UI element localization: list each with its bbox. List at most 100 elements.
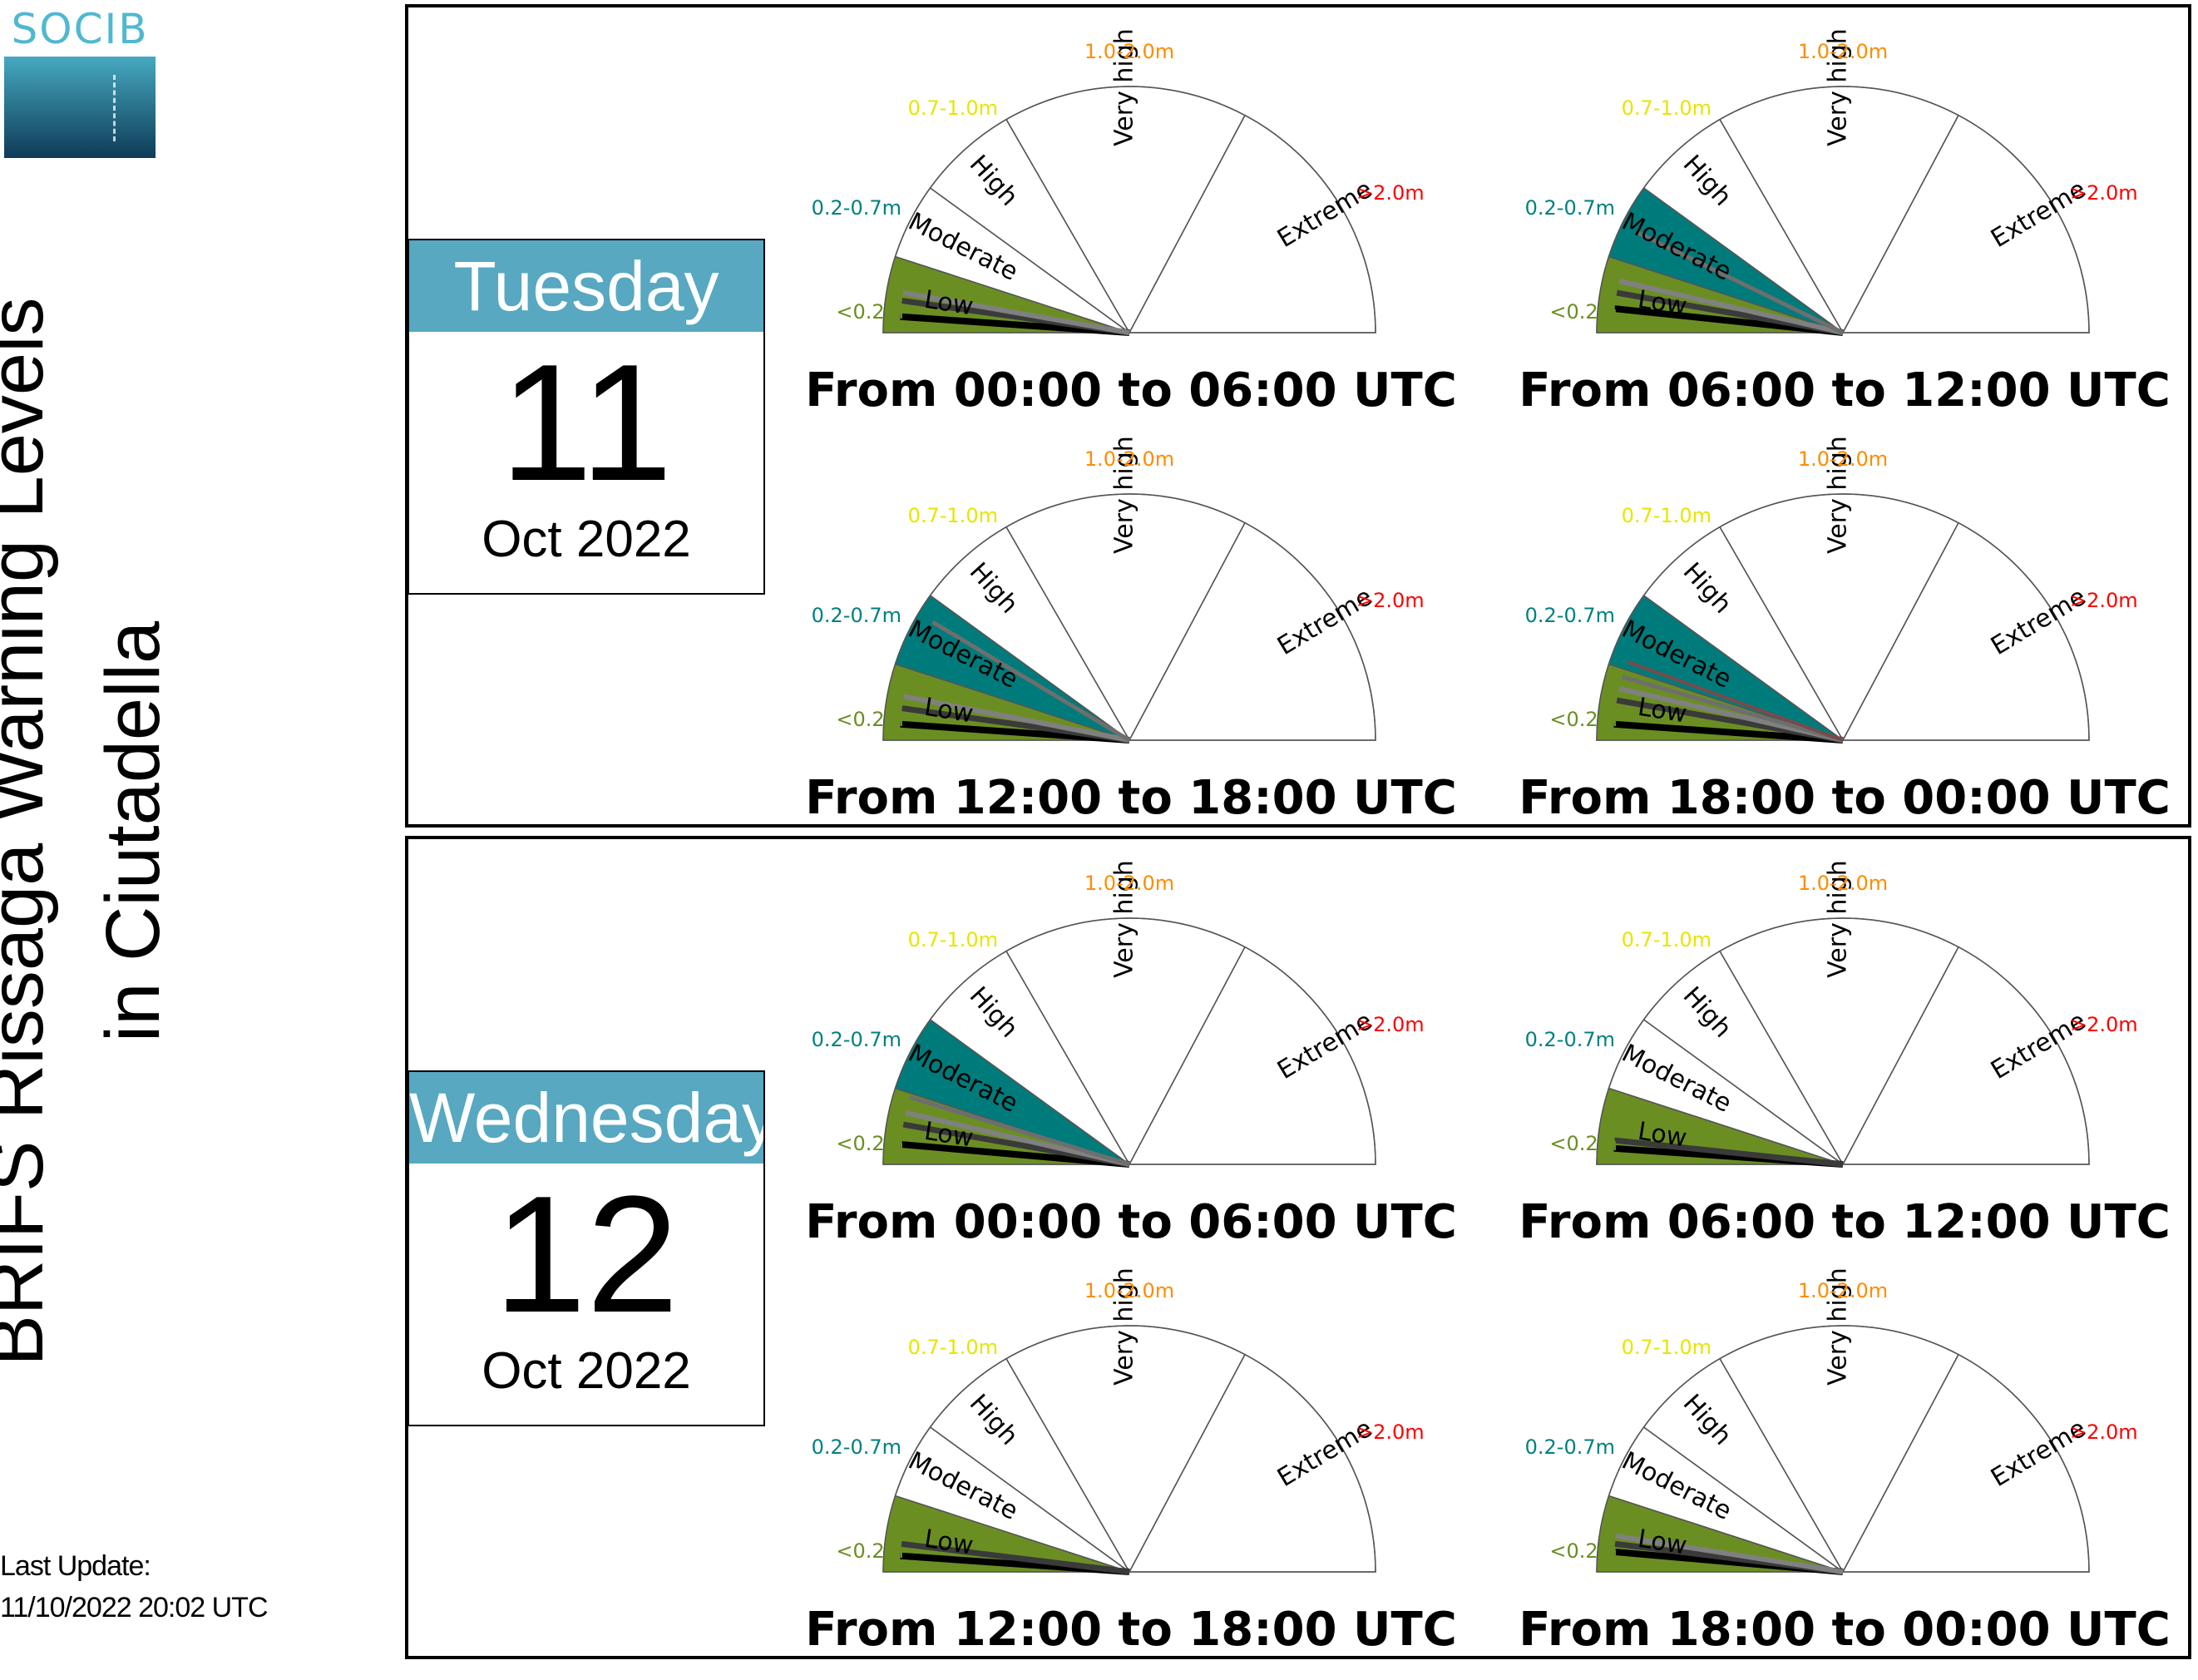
gauge-day2-p3: Low Moderate High Very high Extreme <0.2m 0.2-… — [765, 1264, 1497, 1680]
threshold-label: 0.2-0.7m — [1525, 1028, 1615, 1051]
threshold-label: <0.2m — [836, 1539, 904, 1563]
period-label: From 00:00 to 06:00 UTC — [805, 363, 1457, 418]
last-update: Last Update: 11/10/2022 20:02 UTC — [0, 1545, 268, 1628]
gauge-day1-p4: Low Moderate High Very high Extreme <0.2m 0.2-… — [1479, 432, 2198, 848]
level-label-very-high: Very high — [1109, 28, 1139, 146]
gauge-day2-p4: Low Moderate High Very high Extreme <0.2m 0.2-… — [1479, 1264, 2198, 1680]
title-line-2: in Ciutadella — [91, 620, 175, 1043]
gauge-day1-p1: Low Moderate High Very high Extreme <0.2m 0.2-… — [765, 25, 1497, 441]
sector-high — [929, 526, 1130, 741]
threshold-label: >2.0m — [1356, 1013, 1425, 1036]
needle — [901, 1540, 1130, 1575]
calendar-weekday: Wednesday — [409, 1072, 763, 1164]
sector-very-high — [1718, 493, 1959, 742]
period-label: From 18:00 to 00:00 UTC — [1519, 771, 2171, 825]
sector-extreme — [1128, 1353, 1376, 1573]
sector-extreme — [1128, 114, 1376, 334]
threshold-label: <0.2m — [836, 708, 904, 731]
sector-very-high — [1005, 917, 1246, 1166]
threshold-label: 0.7-1.0m — [908, 504, 998, 527]
threshold-label: 1.0-2.0m — [1798, 872, 1888, 895]
sector-high — [929, 950, 1130, 1165]
calendar-card-1: Tuesday 11 Oct 2022 — [407, 239, 765, 595]
threshold-label: 0.2-0.7m — [1525, 196, 1615, 220]
threshold-label: 0.7-1.0m — [1622, 928, 1711, 951]
threshold-label: <0.2m — [836, 300, 904, 324]
socib-logo: SOCIB — [4, 4, 156, 158]
gauge-day2-p1: Low Moderate High Very high Extreme <0.2m 0.2-… — [765, 857, 1497, 1272]
threshold-label: 0.2-0.7m — [1525, 604, 1615, 627]
threshold-label: 0.2-0.7m — [812, 1435, 901, 1459]
threshold-label: 0.7-1.0m — [1622, 1336, 1711, 1359]
period-label: From 06:00 to 12:00 UTC — [1519, 363, 2171, 418]
needle — [1626, 660, 1844, 742]
sector-very-high — [1005, 1325, 1246, 1574]
logo-wave-block — [4, 57, 156, 158]
threshold-label: <0.2m — [1549, 1132, 1618, 1155]
level-label-very-high: Very high — [1823, 860, 1852, 978]
threshold-label: >2.0m — [2070, 1013, 2138, 1036]
threshold-label: >2.0m — [2070, 589, 2138, 612]
threshold-label: <0.2m — [836, 1132, 904, 1155]
sector-extreme — [1841, 946, 2090, 1165]
threshold-label: 0.7-1.0m — [908, 928, 998, 951]
last-update-label: Last Update: — [0, 1550, 151, 1582]
sector-extreme — [1841, 521, 2090, 741]
calendar-weekday: Tuesday — [409, 240, 763, 332]
calendar-month-year: Oct 2022 — [482, 1342, 691, 1400]
threshold-label: 1.0-2.0m — [1084, 1279, 1174, 1302]
sector-extreme — [1128, 521, 1376, 741]
threshold-label: 0.2-0.7m — [812, 604, 901, 627]
threshold-label: <0.2m — [1549, 1539, 1618, 1563]
calendar-day-number: 12 — [493, 1162, 679, 1347]
threshold-label: 1.0-2.0m — [1798, 40, 1888, 63]
sector-very-high — [1005, 493, 1246, 742]
needle — [1618, 278, 1844, 335]
threshold-label: 1.0-2.0m — [1798, 447, 1888, 471]
sector-extreme — [1841, 114, 2090, 334]
needle — [909, 1094, 1130, 1167]
sector-high — [1642, 118, 1844, 334]
threshold-label: >2.0m — [2070, 1421, 2138, 1444]
title-line-1: BRIFS Rissaga Warning Levels — [0, 297, 59, 1366]
threshold-label: 0.2-0.7m — [812, 196, 901, 220]
period-label: From 18:00 to 00:00 UTC — [1519, 1603, 2171, 1657]
sector-high — [1642, 1357, 1844, 1573]
threshold-label: 1.0-2.0m — [1084, 447, 1174, 471]
gauge-day1-p3: Low Moderate High Very high Extreme <0.2m 0.2-… — [765, 432, 1497, 848]
calendar-day-number: 11 — [500, 330, 673, 516]
sector-very-high — [1718, 86, 1959, 334]
threshold-label: >2.0m — [1356, 1421, 1425, 1444]
period-label: From 00:00 to 06:00 UTC — [805, 1195, 1457, 1249]
sector-extreme — [1128, 946, 1376, 1165]
level-label-very-high: Very high — [1109, 436, 1139, 554]
page-title: BRIFS Rissaga Warning Levels in Ciutadel… — [0, 250, 191, 1414]
threshold-label: 0.7-1.0m — [908, 96, 998, 120]
period-label: From 12:00 to 18:00 UTC — [805, 1603, 1457, 1657]
threshold-label: 1.0-2.0m — [1084, 872, 1174, 895]
threshold-label: 1.0-2.0m — [1084, 40, 1174, 63]
threshold-label: <0.2m — [1549, 708, 1618, 731]
calendar-card-2: Wednesday 12 Oct 2022 — [407, 1070, 765, 1426]
needle — [900, 1140, 1130, 1168]
threshold-label: >2.0m — [1356, 589, 1425, 612]
logo-text: SOCIB — [11, 5, 149, 53]
level-label-very-high: Very high — [1109, 860, 1139, 978]
gauge-day2-p2: Low Moderate High Very high Extreme <0.2m 0.2-… — [1479, 857, 2198, 1272]
needle — [905, 1109, 1130, 1167]
threshold-label: 1.0-2.0m — [1798, 1279, 1888, 1302]
threshold-label: 0.7-1.0m — [1622, 504, 1711, 527]
threshold-label: >2.0m — [2070, 181, 2138, 205]
threshold-label: 0.2-0.7m — [1525, 1435, 1615, 1459]
calendar-month-year: Oct 2022 — [482, 511, 691, 568]
sector-very-high — [1718, 917, 1959, 1166]
level-label-very-high: Very high — [1823, 436, 1852, 554]
sector-high — [1642, 526, 1844, 741]
threshold-label: <0.2m — [1549, 300, 1618, 324]
threshold-label: 0.7-1.0m — [908, 1336, 998, 1359]
